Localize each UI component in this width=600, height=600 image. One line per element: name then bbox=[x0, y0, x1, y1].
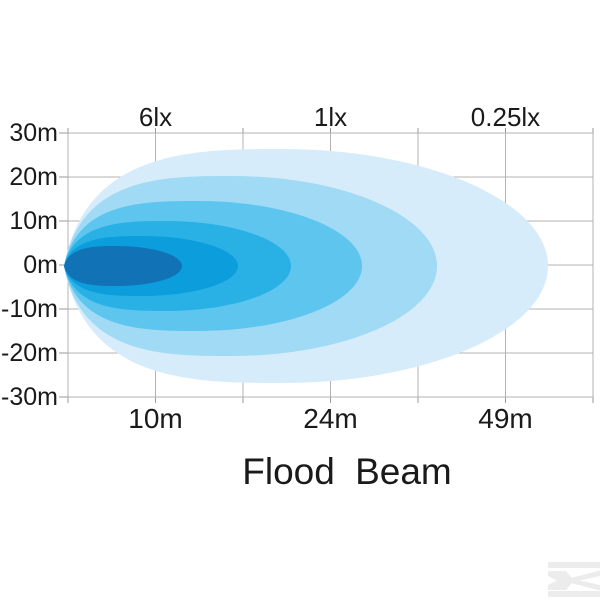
kramp-logo-part bbox=[548, 562, 600, 568]
kramp-logo-part bbox=[548, 571, 574, 590]
y-axis-label: 10m bbox=[9, 207, 58, 235]
kramp-logo-part bbox=[569, 570, 600, 582]
kramp-logo-part bbox=[569, 579, 600, 591]
lux-label: 1lx bbox=[313, 102, 348, 132]
kramp-k-logo bbox=[548, 562, 600, 597]
y-axis-label: -10m bbox=[1, 295, 58, 323]
lux-label: 6lx bbox=[138, 102, 173, 132]
distance-label: 24m bbox=[303, 403, 358, 434]
distance-label: 49m bbox=[478, 403, 533, 434]
y-axis-label: 30m bbox=[9, 119, 58, 147]
chart-title: Flood Beam bbox=[242, 451, 452, 492]
beam-zone-core bbox=[64, 246, 182, 286]
y-axis-label: -20m bbox=[1, 339, 58, 367]
lux-label: 0.25lx bbox=[470, 102, 541, 132]
y-axis-label: -30m bbox=[1, 383, 58, 411]
kramp-logo-part bbox=[548, 591, 600, 597]
y-axis-label: 20m bbox=[9, 163, 58, 191]
y-axis-label: 0m bbox=[23, 251, 58, 279]
distance-label: 10m bbox=[128, 403, 183, 434]
